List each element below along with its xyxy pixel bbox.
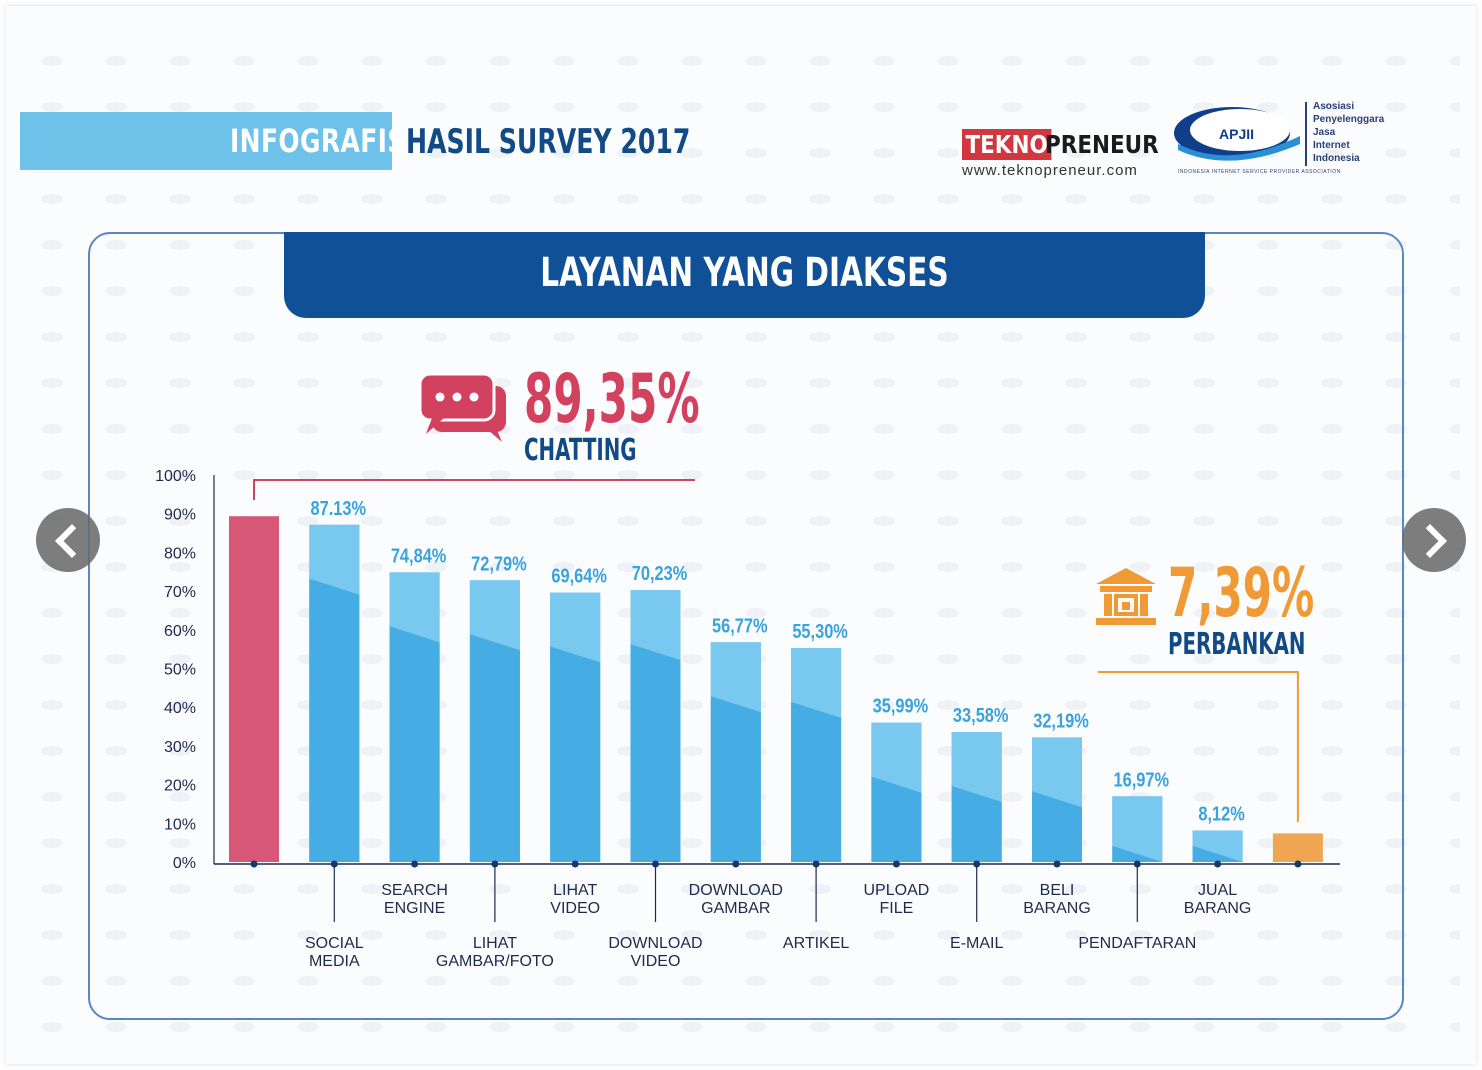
chart-banner: [284, 232, 1205, 318]
apjii-logo-text: APJII: [1219, 126, 1255, 142]
teknopreneur-url: www.teknopreneur.com: [962, 162, 1138, 179]
perbankan-label: PERBANKAN: [1168, 627, 1306, 662]
apjii-line: Indonesia: [1313, 153, 1360, 164]
apjii-subtitle: Asosiasi Penyelenggara Jasa Internet Ind…: [1313, 100, 1384, 165]
previous-slide-button[interactable]: [36, 508, 100, 572]
header-infografis: INFOGRAFIS: [230, 122, 406, 160]
header-band: [20, 112, 392, 170]
next-slide-button[interactable]: [1402, 508, 1466, 572]
apjii-line: Internet: [1313, 140, 1350, 151]
header-survey-title: HASIL SURVEY 2017: [406, 122, 691, 162]
apjii-line: Asosiasi: [1313, 101, 1355, 112]
chat-bubbles-icon: [418, 372, 506, 442]
apjii-line: Jasa: [1313, 127, 1336, 138]
chart-title: LAYANAN YANG DIAKSES: [540, 250, 949, 296]
chevron-left-icon: [55, 524, 89, 558]
teknopreneur-logo-preneur: PRENEUR: [1045, 130, 1159, 159]
apjii-footer: INDONESIA INTERNET SERVICE PROVIDER ASSO…: [1178, 169, 1341, 175]
teknopreneur-logo-tekno: TEKNO: [962, 129, 1052, 160]
chevron-right-icon: [1413, 524, 1447, 558]
bank-icon: [1096, 568, 1156, 625]
chatting-label: CHATTING: [524, 433, 637, 468]
apjii-line: Penyelenggara: [1313, 114, 1385, 125]
perbankan-value: 7,39%: [1168, 554, 1315, 633]
apjii-logo-icon: [1174, 102, 1307, 166]
chatting-value: 89,35%: [524, 360, 700, 439]
